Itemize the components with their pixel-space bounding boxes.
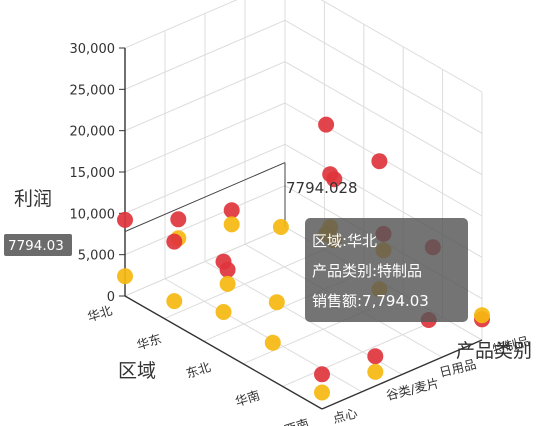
y-tick-label: 谷类/麦片 (384, 375, 440, 403)
data-point-yellow[interactable] (272, 219, 289, 235)
grid-line (124, 143, 286, 214)
grid-line (124, 61, 286, 132)
data-point-yellow[interactable] (223, 216, 240, 233)
z-tick-label: 10,000 (70, 207, 116, 222)
z-tick-label: 15,000 (70, 166, 116, 181)
data-point-red[interactable] (170, 211, 187, 228)
grid-line (284, 61, 483, 176)
grid-line (124, 19, 286, 90)
y-axis-line (321, 339, 483, 410)
x-axis-line (124, 295, 323, 410)
grid-line (124, 0, 238, 49)
data-point-red[interactable] (367, 348, 384, 365)
tooltip: 区域:华北 产品类别:特制品 销售额:7,794.03 (305, 218, 468, 322)
data-point-yellow[interactable] (268, 294, 285, 311)
hover-axis-label: 7794.03 (4, 234, 72, 256)
x-tick-label: 华北 (86, 302, 115, 324)
tooltip-line-category: 产品类别:特制品 (312, 262, 422, 280)
hover-axis-label-text: 7794.03 (8, 238, 64, 254)
x-tick-label: 华东 (135, 331, 163, 353)
data-point-red[interactable] (223, 202, 240, 219)
x-tick-label: 西南 (283, 416, 311, 426)
x-axis-ticks: 华北华东东北华南西南 (86, 302, 311, 426)
data-point-red[interactable] (166, 233, 183, 250)
tooltip-line-region: 区域:华北 (312, 232, 377, 250)
z-tick-label: 30,000 (70, 42, 116, 57)
z-tick-label: 20,000 (70, 125, 116, 140)
crosshair-line (124, 162, 286, 233)
z-tick-label: 5,000 (78, 249, 115, 264)
data-point-red[interactable] (117, 211, 133, 228)
data-point-yellow[interactable] (474, 307, 490, 324)
z-axis-title: 利润 (14, 188, 52, 210)
data-point-yellow[interactable] (367, 363, 384, 380)
x-axis-title: 区域 (118, 360, 156, 382)
data-point-yellow[interactable] (215, 304, 232, 320)
data-point-red[interactable] (314, 366, 330, 383)
hover-crosshair-value: 7794.028 (286, 179, 358, 197)
y-tick-label: 点心 (331, 405, 359, 426)
grid-line (124, 102, 286, 173)
grid (124, 0, 483, 410)
z-tick-label: 25,000 (70, 83, 116, 98)
data-point-yellow[interactable] (166, 293, 183, 310)
y-axis-title: 产品类别 (456, 340, 532, 362)
grid-line (124, 185, 286, 256)
z-axis-ticks: 0 5,000 10,000 15,000 20,000 25,000 30,000 (70, 42, 125, 305)
data-point-yellow[interactable] (314, 384, 330, 401)
tooltip-line-sales: 销售额:7,794.03 (312, 292, 429, 310)
x-tick-label: 华南 (233, 387, 261, 409)
data-point-yellow[interactable] (264, 334, 281, 351)
x-tick-label: 东北 (184, 359, 213, 381)
data-point-red[interactable] (215, 253, 232, 270)
data-point-yellow[interactable] (219, 275, 236, 292)
data-point-yellow[interactable] (117, 268, 133, 285)
data-point-red[interactable] (322, 166, 339, 183)
grid-line (320, 0, 483, 93)
z-tick-label: 0 (107, 290, 115, 305)
data-point-red[interactable] (318, 116, 335, 133)
hover-crosshair (124, 162, 286, 233)
data-point-red[interactable] (371, 153, 388, 170)
grid-line (284, 19, 483, 134)
